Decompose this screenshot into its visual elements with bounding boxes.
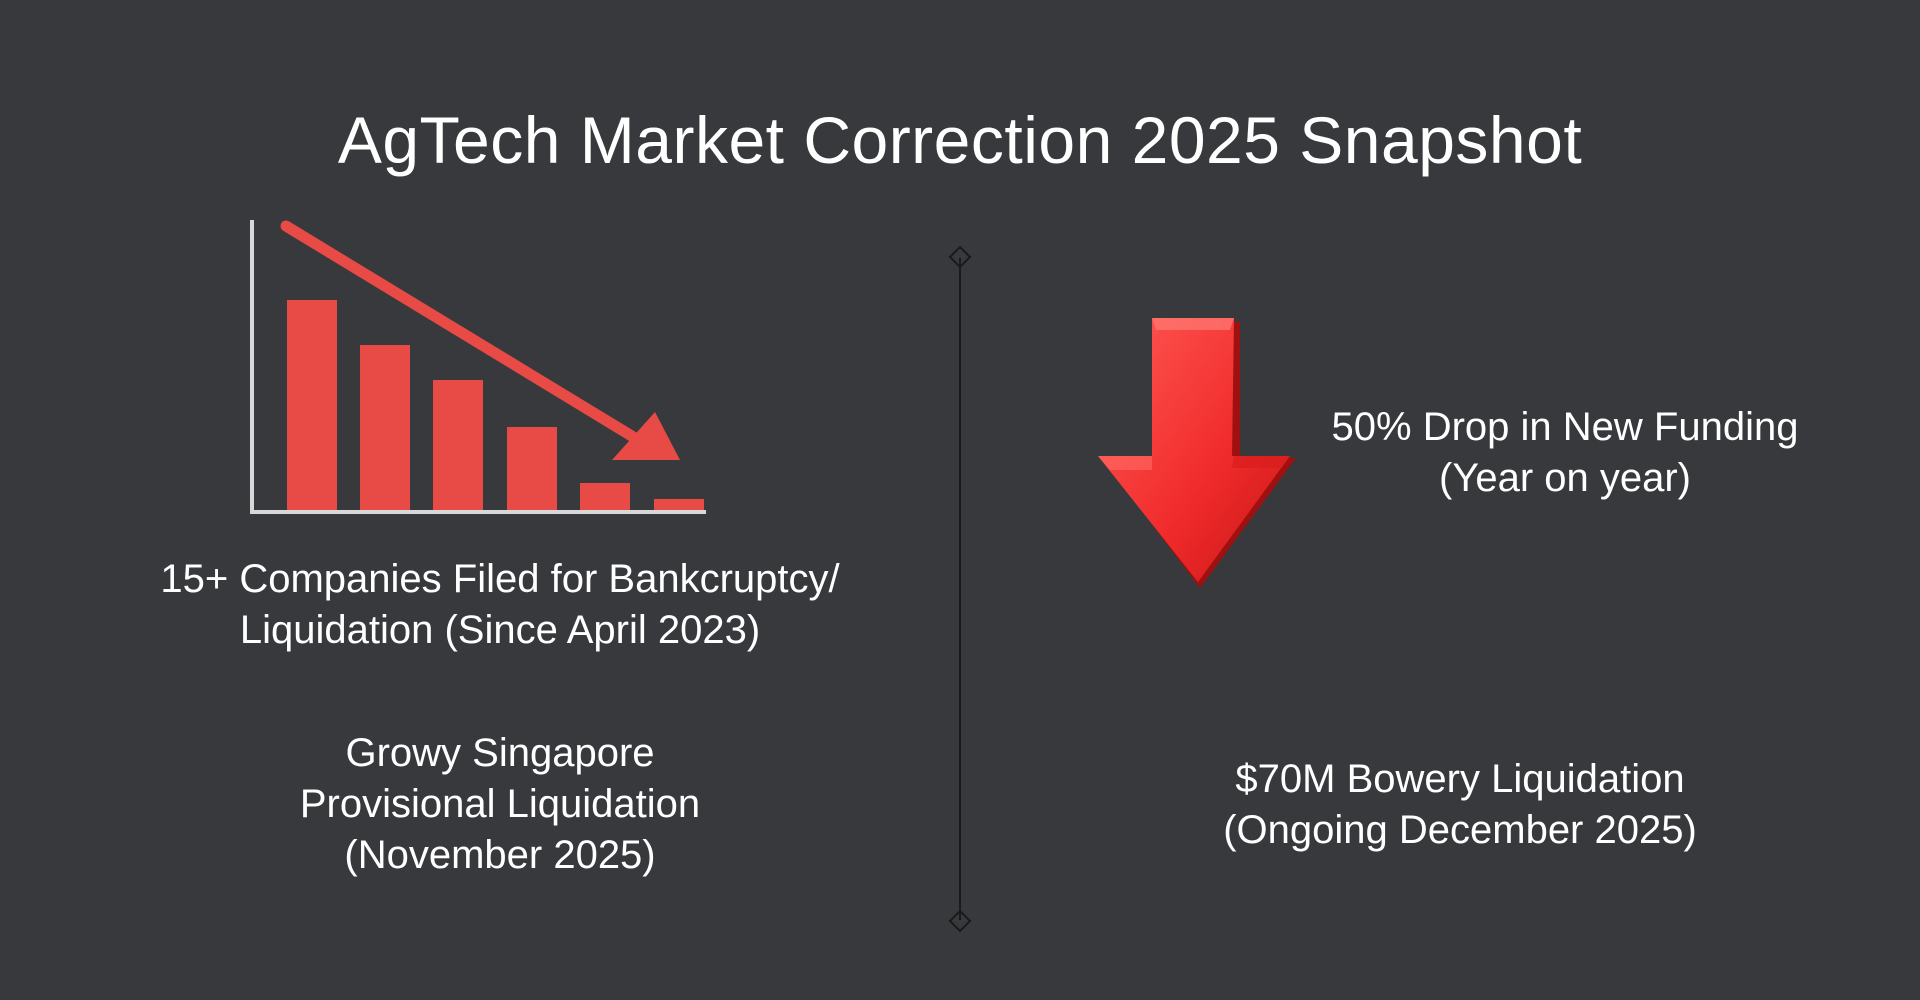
vertical-divider <box>948 245 972 933</box>
trend-arrow-line <box>280 220 641 444</box>
diamond-marker-icon <box>948 245 972 269</box>
chart-bar <box>507 427 557 510</box>
stat-funding-drop: 50% Drop in New Funding (Year on year) <box>1290 402 1840 504</box>
stat-line: (Ongoing December 2025) <box>1223 808 1697 852</box>
declining-bar-chart-icon <box>250 220 706 514</box>
stat-line: 15+ Companies Filed for Bankcruptcy/ <box>160 557 840 601</box>
stat-line: Growy Singapore <box>345 731 655 775</box>
chart-bar <box>287 300 337 510</box>
page-title: AgTech Market Correction 2025 Snapshot <box>337 103 1583 177</box>
stat-bankruptcy-count: 15+ Companies Filed for Bankcruptcy/ Liq… <box>60 554 940 656</box>
stat-line: (Year on year) <box>1439 456 1691 500</box>
trend-arrow-head <box>612 412 680 460</box>
stat-line: Liquidation (Since April 2023) <box>239 608 761 652</box>
chart-bar <box>433 380 483 510</box>
chart-bar <box>654 499 704 510</box>
stat-line: $70M Bowery Liquidation <box>1235 757 1685 801</box>
stat-line: 50% Drop in New Funding <box>1331 405 1799 449</box>
stat-line: Provisional Liquidation <box>299 782 701 826</box>
chart-bar <box>580 483 630 510</box>
stat-line: (November 2025) <box>344 833 656 877</box>
chart-bar <box>360 345 410 510</box>
red-down-arrow-icon <box>1098 318 1296 588</box>
diamond-marker-icon <box>948 909 972 933</box>
stat-bowery-liquidation: $70M Bowery Liquidation (Ongoing Decembe… <box>1140 754 1780 856</box>
stat-growy-liquidation: Growy Singapore Provisional Liquidation … <box>160 728 840 881</box>
